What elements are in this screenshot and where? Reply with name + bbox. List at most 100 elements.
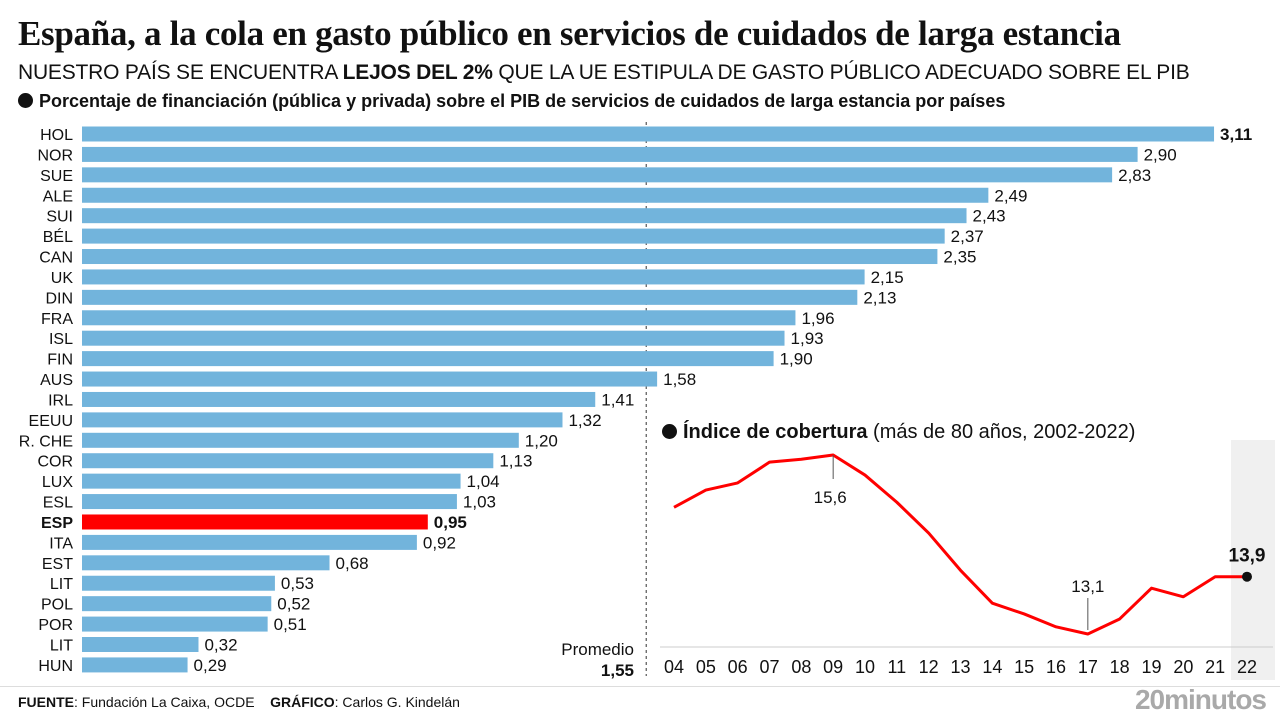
bar-category-label: ESL (43, 495, 73, 512)
average-value: 1,55 (601, 661, 634, 680)
bar-isl (82, 330, 785, 346)
graphic-text: : Carlos G. Kindelán (334, 694, 460, 710)
bar-value-label: 1,20 (525, 431, 558, 450)
x-tick-label: 11 (887, 657, 906, 677)
bar-aus (82, 371, 658, 387)
bar-pol (82, 596, 272, 612)
average-label: Promedio (561, 640, 634, 659)
bar-eeuu (82, 412, 563, 428)
bar-esp (82, 514, 428, 530)
source-label: FUENTE (18, 694, 74, 710)
bar-category-label: IRL (48, 392, 73, 409)
bar-category-label: DIN (45, 290, 73, 307)
bar-value-label: 0,51 (274, 615, 307, 634)
bar-category-label: UK (51, 270, 74, 287)
x-tick-label: 09 (823, 657, 843, 677)
x-tick-label: 07 (759, 657, 779, 677)
bar-hun (82, 657, 188, 673)
bar-lit (82, 575, 275, 591)
bar-category-label: ITA (49, 535, 73, 552)
footer-credits: FUENTE: Fundación La Caixa, OCDE GRÁFICO… (18, 694, 460, 710)
x-tick-label: 10 (855, 657, 875, 677)
x-tick-label: 17 (1078, 657, 1098, 677)
bar-fin (82, 351, 774, 367)
bar-value-label: 2,90 (1144, 145, 1177, 164)
subtitle-text-end: QUE LA UE ESTIPULA DE GASTO PÚBLICO ADEC… (492, 61, 1190, 84)
bar-value-label: 3,11 (1220, 125, 1252, 144)
bar-value-label: 2,13 (863, 288, 896, 307)
bar-value-label: 0,53 (281, 574, 314, 593)
bar-por (82, 616, 268, 632)
line-chart-title-bold: Índice de cobertura (683, 421, 868, 443)
bar-category-label: SUE (40, 168, 73, 185)
coverage-line (673, 453, 1247, 636)
brand-logo: 20minutos (1134, 684, 1267, 715)
source-text: : Fundación La Caixa, OCDE (74, 694, 255, 710)
bar-category-label: EEUU (29, 413, 73, 430)
bar-value-label: 0,32 (204, 636, 237, 655)
bar-value-label: 1,13 (499, 452, 532, 471)
bar-value-label: 1,93 (791, 329, 824, 348)
bar-value-label: 1,32 (568, 411, 601, 430)
subtitle: NUESTRO PAÍS SE ENCUENTRA LEJOS DEL 2% Q… (18, 61, 1190, 85)
x-tick-label: 18 (1110, 657, 1130, 677)
bar-category-label: FRA (41, 311, 73, 328)
bar-value-label: 1,04 (467, 472, 500, 491)
bar-category-label: SUI (46, 209, 73, 226)
bar-sui (82, 208, 967, 224)
annotation-label: 13,1 (1071, 577, 1104, 596)
bar-fra (82, 310, 796, 326)
bar-uk (82, 269, 865, 285)
bar-value-label: 1,96 (801, 309, 834, 328)
bar-value-label: 1,90 (780, 350, 813, 369)
x-tick-label: 19 (1141, 657, 1161, 677)
end-marker (1242, 571, 1252, 582)
bullet-icon (662, 424, 677, 439)
x-tick-label: 20 (1173, 657, 1193, 677)
bar-value-label: 0,29 (194, 656, 227, 675)
bar-category-label: POL (41, 597, 73, 614)
page-title: España, a la cola en gasto público en se… (18, 14, 1121, 53)
bar-est (82, 555, 330, 571)
bar-category-label: HOL (40, 127, 73, 144)
bar-value-label: 2,35 (943, 248, 976, 267)
x-tick-label: 15 (1014, 657, 1034, 677)
bar-cor (82, 453, 494, 469)
bar-chart-title-text: Porcentaje de financiación (pública y pr… (39, 91, 1006, 111)
bar-din (82, 289, 858, 305)
bar-lux (82, 473, 461, 489)
bar-category-label: NOR (37, 147, 73, 164)
subtitle-text: NUESTRO PAÍS SE ENCUENTRA (18, 61, 343, 84)
bar-category-label: EST (42, 556, 73, 573)
bar-lit (82, 637, 199, 652)
bar-value-label: 2,43 (973, 207, 1006, 226)
annotation-label: 15,6 (814, 488, 847, 507)
bar-category-label: POR (38, 617, 73, 634)
bar-category-label: LIT (50, 576, 73, 593)
bar-value-label: 2,37 (951, 227, 984, 246)
bar-value-label: 2,15 (871, 268, 904, 287)
bar-category-label: ISL (49, 331, 73, 348)
bar-value-label: 0,95 (434, 513, 467, 532)
bar-value-label: 2,49 (994, 186, 1027, 205)
bar-category-label: LUX (42, 474, 73, 491)
bar-category-label: BÉL (43, 227, 73, 246)
bar-category-label: LIT (50, 638, 73, 655)
highlight-band (1231, 440, 1275, 680)
graphic-label: GRÁFICO (270, 694, 335, 710)
line-chart-title-rest: (más de 80 años, 2002-2022) (867, 421, 1136, 443)
bar-irl (82, 391, 596, 407)
bar-nor (82, 146, 1138, 162)
x-tick-label: 22 (1237, 657, 1257, 677)
bar-category-label: FIN (47, 352, 73, 369)
x-tick-label: 16 (1046, 657, 1066, 677)
footer-divider (0, 686, 1280, 687)
bar-value-label: 1,58 (663, 370, 696, 389)
bar-category-label: CAN (39, 250, 73, 267)
bar-rche (82, 432, 519, 448)
x-tick-label: 08 (791, 657, 811, 677)
bar-bl (82, 228, 945, 244)
x-tick-label: 05 (696, 657, 716, 677)
x-tick-label: 13 (950, 657, 970, 677)
